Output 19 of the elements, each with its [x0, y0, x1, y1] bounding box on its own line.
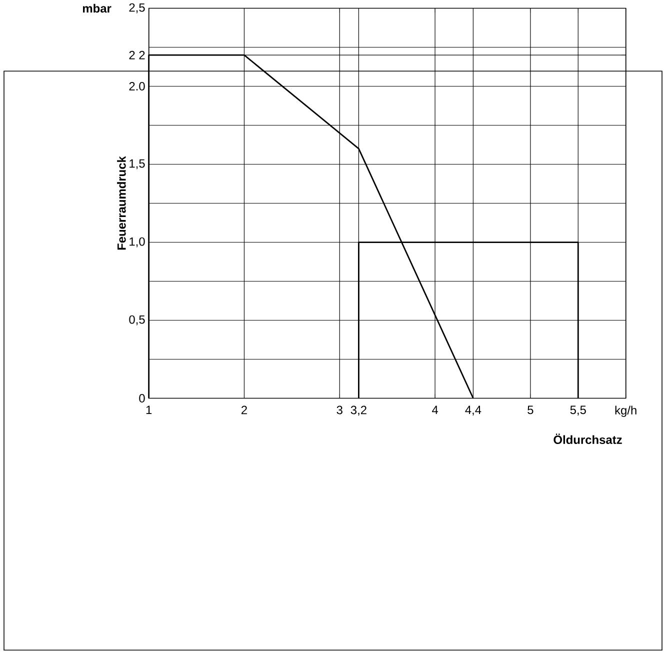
- y-tick-label: 1,0: [130, 237, 145, 248]
- y-tick-label: 2,5: [129, 3, 145, 14]
- y-tick-label: 1,5: [130, 159, 145, 170]
- x-tick-label: kg/h: [615, 406, 636, 417]
- x-tick-label: 3,2: [350, 406, 366, 416]
- y-tick-label: 0,5: [129, 315, 145, 326]
- y-tick-label: 2.0: [129, 82, 145, 90]
- x-tick-label: 3: [336, 406, 342, 414]
- x-tick-label: 4: [432, 406, 438, 414]
- x-axis-title: Öldurchsatz: [554, 434, 622, 444]
- y-axis-title: Feuerraumdruck: [117, 156, 126, 250]
- x-tick-label: 5,5: [570, 406, 586, 416]
- x-tick-label: 4,4: [465, 406, 482, 416]
- x-tick-label: 2: [241, 406, 247, 414]
- x-tick-label: 5: [528, 406, 534, 414]
- text: mbar: [82, 4, 112, 13]
- x-tick-label: 1: [146, 406, 152, 414]
- y-tick-label: 0: [139, 394, 145, 402]
- y-tick-label: 2 2: [129, 50, 145, 60]
